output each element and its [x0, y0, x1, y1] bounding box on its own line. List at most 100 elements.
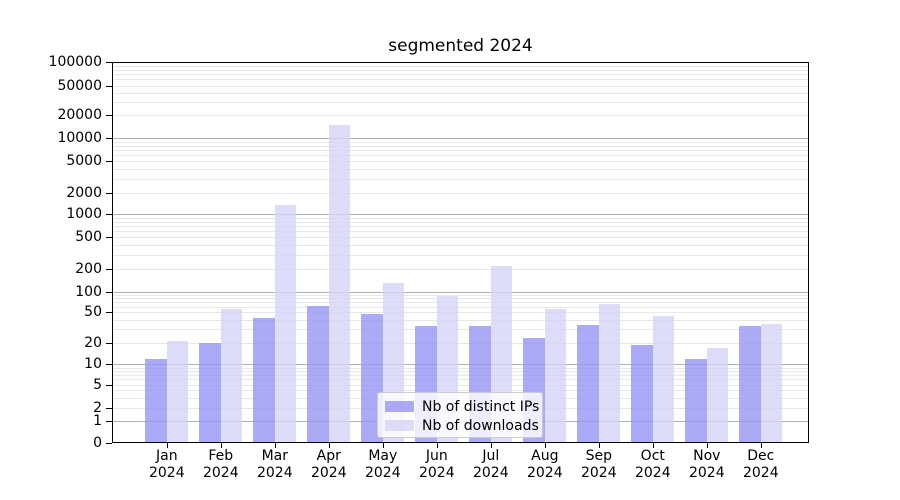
y-tick-dash [106, 214, 112, 216]
gridline-minor [112, 160, 809, 162]
x-tick-label-dec: Dec 2024 [743, 448, 779, 482]
bar-downloads-mar [274, 204, 297, 443]
bar-distinct-ips-sep [577, 325, 599, 443]
x-tick-dash [382, 443, 384, 448]
legend-swatch-downloads-icon [385, 420, 414, 431]
x-tick-label-aug: Aug 2024 [527, 448, 563, 482]
y-tick-dash [106, 192, 112, 194]
y-tick-dash [106, 364, 112, 366]
y-tick-dash [106, 85, 112, 87]
gridline-minor [112, 178, 809, 180]
gridline-minor [112, 217, 809, 219]
bar-downloads-feb [220, 309, 243, 443]
bar-distinct-ips-jan [145, 358, 167, 443]
x-tick-year: 2024 [148, 465, 185, 481]
gridline-minor [112, 390, 809, 392]
bar-downloads-aug [544, 309, 567, 443]
legend-item-downloads: Nb of downloads [378, 416, 542, 435]
bar-downloads-apr [328, 124, 351, 443]
x-tick-year: 2024 [526, 465, 563, 481]
x-tick-label-jan: Jan 2024 [149, 448, 185, 482]
x-tick-dash [436, 443, 438, 448]
y-tick-label-200: 200 [75, 261, 102, 278]
x-tick-dash [220, 443, 222, 448]
gridline-major [112, 138, 809, 140]
y-tick-label-0: 0 [93, 435, 102, 451]
gridline-minor [112, 329, 809, 331]
y-tick-label-10000: 10000 [57, 130, 102, 147]
x-tick-label-sep: Sep 2024 [581, 448, 617, 482]
gridline-major [112, 291, 809, 293]
x-tick-dash [598, 443, 600, 448]
x-tick-dash [760, 443, 762, 448]
gridline-minor [112, 192, 809, 194]
x-tick-dash [274, 443, 276, 448]
gridline-minor [112, 149, 809, 151]
gridline-minor [112, 384, 809, 386]
gridline-minor [112, 319, 809, 321]
x-tick-month: Feb [208, 448, 234, 464]
y-tick-dash [106, 421, 112, 423]
bar-downloads-jan [166, 341, 189, 443]
gridline-minor [112, 154, 809, 156]
gridline-minor [112, 306, 809, 308]
y-tick-dash [106, 408, 112, 409]
gridline-minor [112, 237, 809, 239]
y-tick-dash [106, 138, 112, 140]
x-tick-year: 2024 [472, 465, 509, 481]
legend-item-distinct-ips: Nb of distinct IPs [378, 397, 542, 416]
y-tick-label-5: 5 [93, 376, 102, 393]
x-tick-year: 2024 [364, 465, 401, 481]
x-tick-dash [544, 443, 546, 448]
y-tick-dash [106, 291, 112, 293]
bar-distinct-ips-mar [253, 318, 275, 443]
gridline-minor [112, 221, 809, 223]
gridline-minor [112, 69, 809, 71]
gridline-minor [112, 226, 809, 227]
gridline-minor [112, 343, 809, 345]
gridline-minor [112, 102, 809, 103]
x-tick-year: 2024 [634, 465, 671, 481]
bar-distinct-ips-feb [199, 343, 221, 443]
x-tick-year: 2024 [580, 465, 617, 481]
x-tick-dash [652, 443, 654, 448]
x-tick-label-jun: Jun 2024 [419, 448, 455, 482]
gridline-minor [112, 294, 809, 296]
legend: Nb of distinct IPs Nb of downloads [377, 392, 543, 438]
x-tick-year: 2024 [418, 465, 455, 481]
x-tick-label-may: May 2024 [365, 448, 401, 482]
gridline-minor [112, 269, 809, 271]
y-tick-dash [106, 160, 112, 162]
x-tick-label-mar: Mar 2024 [257, 448, 293, 482]
gridline-minor [112, 302, 809, 304]
x-tick-label-feb: Feb 2024 [203, 448, 239, 482]
x-tick-label-oct: Oct 2024 [635, 448, 671, 482]
x-tick-year: 2024 [688, 465, 725, 481]
gridline-minor [112, 255, 809, 256]
bar-distinct-ips-oct [631, 344, 653, 443]
bar-downloads-nov [706, 348, 729, 443]
y-tick-dash [106, 312, 112, 314]
x-tick-dash [328, 443, 330, 448]
gridline-minor [112, 371, 809, 372]
gridline-minor [112, 374, 809, 376]
x-tick-label-jul: Jul 2024 [473, 448, 509, 482]
gridline-major [112, 364, 809, 366]
y-tick-dash [106, 443, 112, 444]
y-tick-label-100000: 100000 [48, 54, 102, 70]
chart-title: segmented 2024 [388, 36, 533, 56]
x-tick-month: Dec [747, 448, 775, 464]
y-tick-label-20000: 20000 [57, 107, 102, 123]
x-tick-month: Jan [155, 448, 178, 464]
gridline-minor [112, 298, 809, 300]
y-tick-dash [106, 384, 112, 386]
bar-distinct-ips-apr [307, 306, 329, 443]
bar-downloads-oct [652, 316, 675, 443]
x-tick-month: Sep [585, 448, 612, 464]
x-tick-label-apr: Apr 2024 [311, 448, 347, 482]
y-tick-label-20: 20 [84, 335, 102, 352]
x-tick-dash [706, 443, 708, 448]
gridline-minor [112, 231, 809, 233]
y-tick-label-1000: 1000 [66, 206, 102, 223]
x-tick-year: 2024 [256, 465, 293, 481]
